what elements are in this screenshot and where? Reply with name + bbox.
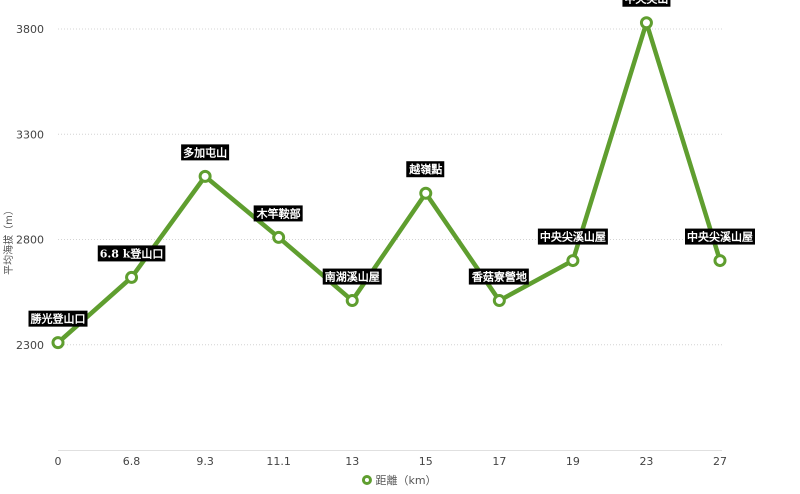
point-label-text: 中央尖山 <box>624 0 668 6</box>
point-label-bg <box>97 245 166 262</box>
legend[interactable]: 距離（km） <box>361 473 437 487</box>
point-label-bg <box>28 310 88 327</box>
point-label-bg <box>322 268 382 285</box>
point-label-text: 木竿鞍部 <box>256 206 301 220</box>
point-label: 6.8 k登山口 <box>97 245 166 262</box>
point-label: 香菇寮營地 <box>468 268 529 285</box>
x-tick-label: 17 <box>492 455 506 468</box>
legend-label: 距離（km） <box>375 473 436 487</box>
x-tick-label: 11.1 <box>266 455 291 468</box>
legend-marker <box>361 475 372 485</box>
y-tick-label: 3800 <box>16 23 44 36</box>
point-label: 木竿鞍部 <box>253 205 303 222</box>
y-tick-label: 3300 <box>16 128 44 141</box>
point-label-text: 越嶺點 <box>408 162 442 176</box>
x-tick-label: 27 <box>713 455 727 468</box>
x-tick-label: 13 <box>345 455 359 468</box>
point-label: 勝光登山口 <box>28 310 88 327</box>
data-point[interactable] <box>419 186 433 200</box>
y-axis-ticks: 2300 2800 3300 3800 <box>16 23 44 352</box>
data-point[interactable] <box>639 16 653 30</box>
point-label-text: 勝光登山口 <box>31 312 86 326</box>
grid-layer <box>58 28 722 451</box>
point-label: 中央尖山 <box>622 0 671 7</box>
point-label-bg <box>253 205 303 222</box>
data-point[interactable] <box>272 230 286 244</box>
point-label-bg <box>468 268 529 285</box>
point-label-bg <box>685 228 755 245</box>
point-label-text: 中央尖溪山屋 <box>687 230 753 244</box>
y-axis-title: 平均海拔（m） <box>2 205 15 275</box>
data-point[interactable] <box>345 294 359 308</box>
x-tick-label: 19 <box>566 455 580 468</box>
x-tick-label: 0 <box>55 455 62 468</box>
point-label-bg <box>622 0 671 7</box>
point-label: 多加屯山 <box>181 144 230 161</box>
data-point[interactable] <box>125 270 139 284</box>
y-tick-label: 2300 <box>16 339 44 352</box>
x-tick-label: 9.3 <box>196 455 214 468</box>
x-axis-ticks: 0 6.8 9.3 11.1 13 15 17 19 23 27 <box>55 455 728 468</box>
x-tick-label: 6.8 <box>123 455 141 468</box>
data-point[interactable] <box>492 294 506 308</box>
point-label-bg <box>537 228 608 245</box>
y-tick-label: 2800 <box>16 234 44 247</box>
series-line <box>55 20 723 345</box>
x-tick-label: 15 <box>419 455 433 468</box>
point-label-text: 香菇寮營地 <box>471 270 527 284</box>
data-point[interactable] <box>566 254 580 268</box>
point-label-bg <box>181 144 230 161</box>
point-label-bg <box>406 161 445 178</box>
point-label: 南湖溪山屋 <box>322 268 382 285</box>
x-tick-label: 23 <box>639 455 653 468</box>
point-label-text: 6.8 k登山口 <box>100 246 164 260</box>
point-label: 中央尖溪山屋 <box>685 228 755 245</box>
series-layer <box>51 16 727 350</box>
point-label-text: 中央尖溪山屋 <box>540 230 606 244</box>
data-point[interactable] <box>713 254 727 268</box>
data-point[interactable] <box>198 169 212 183</box>
point-label: 中央尖溪山屋 <box>537 228 608 245</box>
point-label: 越嶺點 <box>406 161 445 178</box>
point-label-text: 多加屯山 <box>183 145 227 159</box>
data-point[interactable] <box>51 336 65 350</box>
point-label-text: 南湖溪山屋 <box>325 270 380 284</box>
